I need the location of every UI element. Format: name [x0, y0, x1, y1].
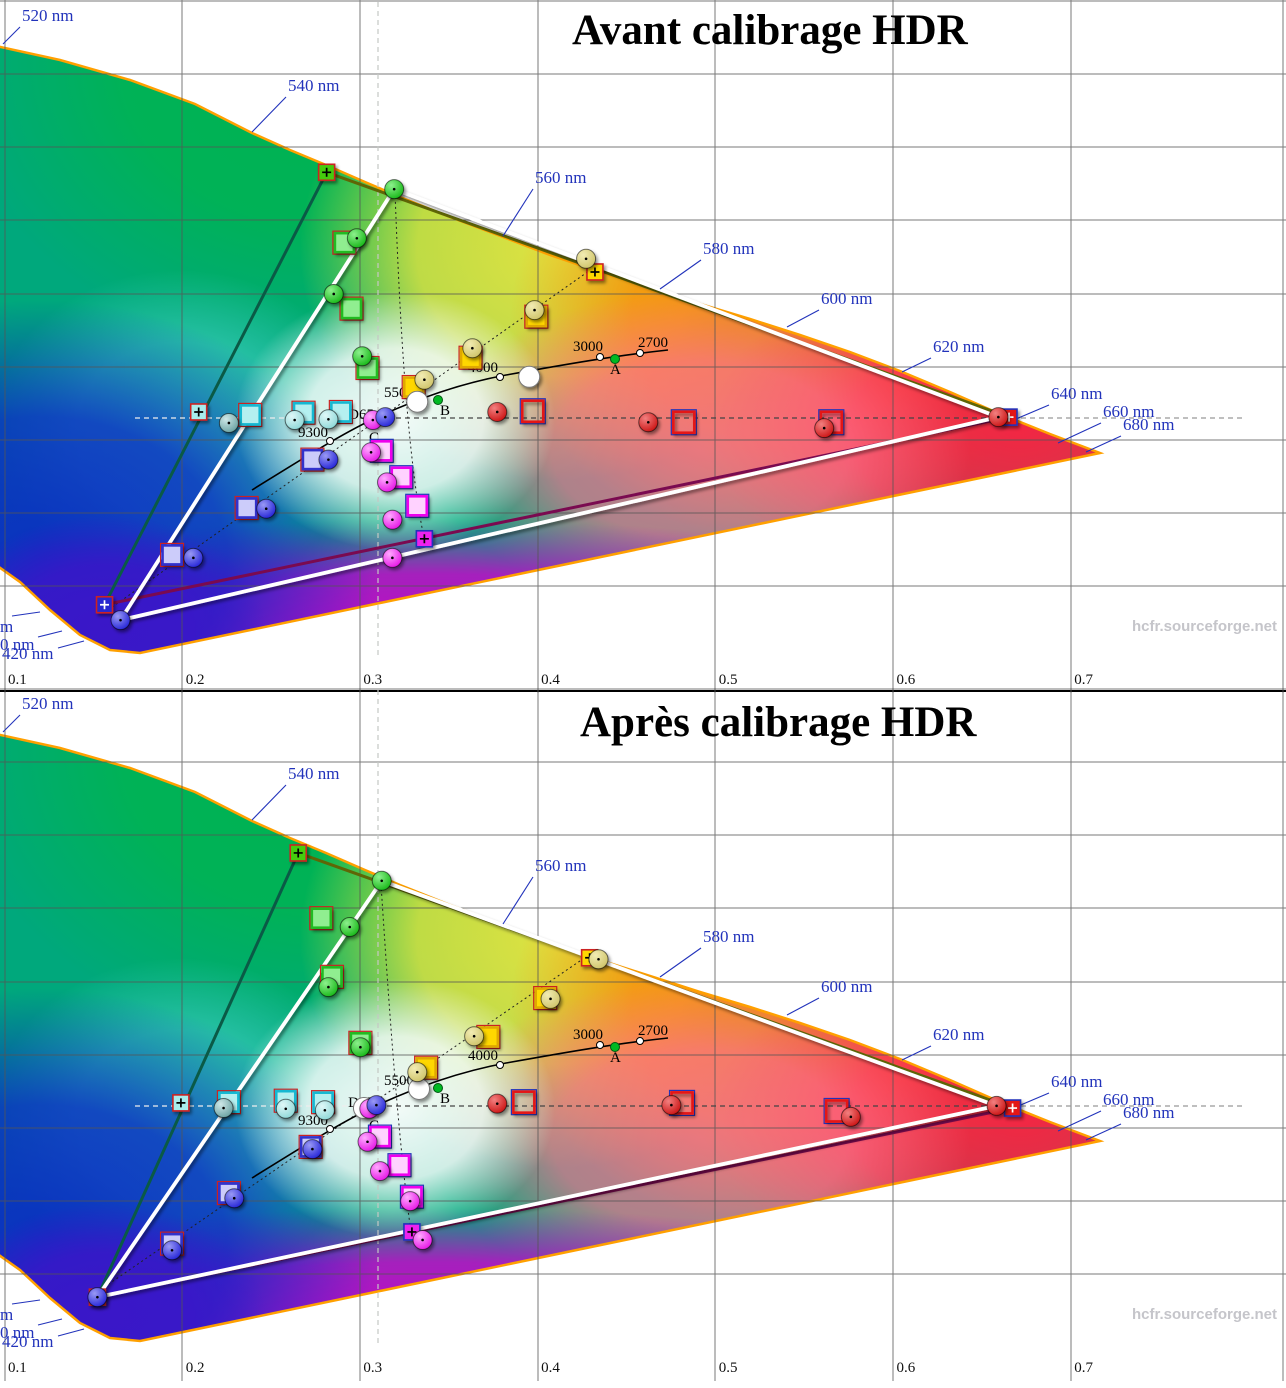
wavelength-label-420-nm: 420 nm: [2, 644, 53, 663]
chart-title-after: Après calibrage HDR: [580, 699, 977, 746]
wavelength-label-640-nm: 640 nm: [1051, 384, 1102, 403]
x-tick-0.4: 0.4: [541, 1360, 560, 1376]
blackbody-label-4000: 4000: [468, 1048, 498, 1064]
measured-points: [87, 870, 1007, 1308]
wavelength-label-0-nm: 0 nm: [0, 635, 34, 654]
x-axis-tick-labels: 0.1 0.2 0.3 0.4 0.5 0.6 0.7: [8, 1360, 1093, 1376]
blackbody-label-B: B: [440, 403, 450, 419]
wavelength-label-0-nm: 0 nm: [0, 1323, 34, 1342]
grid-lines: [0, 0, 1286, 693]
wavelength-labels: 520 nm 540 nm 560 nm 580 nm 600 nm 620 nm 640 …: [0, 6, 1174, 663]
wavelength-label-580-nm: 580 nm: [703, 927, 754, 946]
x-tick-0.1: 0.1: [8, 1360, 27, 1376]
wavelength-label-420-nm: 420 nm: [2, 1332, 53, 1351]
watermark: hcfr.sourceforge.net: [1132, 618, 1277, 635]
blackbody-label-9300: 9300: [298, 425, 328, 441]
wavelength-label-600-nm: 600 nm: [821, 289, 872, 308]
x-tick-0.2: 0.2: [186, 672, 205, 688]
wavelength-label-640-nm: 640 nm: [1051, 1072, 1102, 1091]
blackbody-label-A: A: [610, 1050, 621, 1066]
x-tick-0.5: 0.5: [719, 672, 738, 688]
wavelength-label-m: m: [0, 1305, 13, 1324]
measured-points: [110, 179, 1009, 631]
wavelength-label-m: m: [0, 617, 13, 636]
blackbody-label-A: A: [610, 362, 621, 378]
watermark: hcfr.sourceforge.net: [1132, 1306, 1277, 1323]
blackbody-label-C: C: [369, 430, 379, 446]
wavelength-label-680-nm: 680 nm: [1123, 1103, 1174, 1122]
x-tick-0.6: 0.6: [897, 1360, 916, 1376]
wavelength-label-540-nm: 540 nm: [288, 764, 339, 783]
x-tick-0.5: 0.5: [719, 1360, 738, 1376]
wavelength-label-560-nm: 560 nm: [535, 856, 586, 875]
wavelength-label-620-nm: 620 nm: [933, 337, 984, 356]
wavelength-label-560-nm: 560 nm: [535, 168, 586, 187]
x-tick-0.2: 0.2: [186, 1360, 205, 1376]
x-tick-0.7: 0.7: [1074, 672, 1093, 688]
measured-gamut-triangle: [93, 878, 1004, 1301]
wavelength-label-540-nm: 540 nm: [288, 76, 339, 95]
wavelength-labels: 520 nm 540 nm 560 nm 580 nm 600 nm 620 nm 640 …: [0, 694, 1174, 1351]
wavelength-label-520-nm: 520 nm: [22, 694, 73, 713]
x-tick-0.4: 0.4: [541, 672, 560, 688]
wavelength-label-620-nm: 620 nm: [933, 1025, 984, 1044]
x-tick-0.3: 0.3: [363, 672, 382, 688]
wavelength-label-600-nm: 600 nm: [821, 977, 872, 996]
blackbody-label-2700: 2700: [638, 335, 668, 351]
x-axis-tick-labels: 0.1 0.2 0.3 0.4 0.5 0.6 0.7: [8, 672, 1093, 688]
wavelength-label-680-nm: 680 nm: [1123, 415, 1174, 434]
blackbody-label-B: B: [440, 1091, 450, 1107]
wavelength-label-660-nm: 660 nm: [1103, 1090, 1154, 1109]
x-tick-0.7: 0.7: [1074, 1360, 1093, 1376]
x-tick-0.6: 0.6: [897, 672, 916, 688]
wavelength-label-580-nm: 580 nm: [703, 239, 754, 258]
blackbody-label-2700: 2700: [638, 1023, 668, 1039]
wavelength-label-520-nm: 520 nm: [22, 6, 73, 25]
chart-title-before: Avant calibrage HDR: [572, 7, 968, 54]
x-tick-0.3: 0.3: [363, 1360, 382, 1376]
blackbody-label-3000: 3000: [573, 339, 603, 355]
blackbody-label-3000: 3000: [573, 1027, 603, 1043]
x-tick-0.1: 0.1: [8, 672, 27, 688]
blackbody-label-5500: 5500: [384, 1073, 414, 1089]
wavelength-label-660-nm: 660 nm: [1103, 402, 1154, 421]
